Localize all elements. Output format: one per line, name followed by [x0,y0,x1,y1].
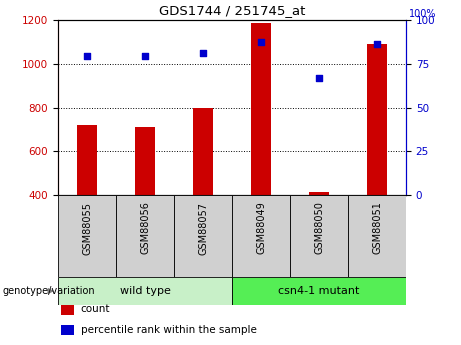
Point [257,39,265,45]
Bar [232,195,290,277]
Text: GSM88049: GSM88049 [256,201,266,254]
Text: GSM88050: GSM88050 [314,201,324,254]
Bar [61,325,74,335]
Text: 100%: 100% [409,9,436,19]
Text: GSM88056: GSM88056 [140,201,150,254]
Text: genotype/variation: genotype/variation [2,286,95,296]
Text: GSM88057: GSM88057 [198,201,208,255]
Text: wild type: wild type [119,286,171,296]
Bar [193,108,213,195]
Point [373,41,381,47]
Text: GSM88055: GSM88055 [82,201,92,255]
Bar [135,127,155,195]
Bar [58,195,116,277]
Title: GDS1744 / 251745_at: GDS1744 / 251745_at [159,4,305,18]
Text: count: count [81,304,110,314]
Bar [309,192,329,195]
Bar [77,125,97,195]
Bar [290,195,348,277]
Bar [232,277,406,305]
Bar [348,195,406,277]
Text: csn4-1 mutant: csn4-1 mutant [278,286,360,296]
Point [142,53,149,59]
Point [315,75,323,81]
Bar [116,195,174,277]
Bar [58,277,232,305]
Bar [61,304,74,315]
Bar [251,23,271,195]
Bar [174,195,232,277]
Bar [367,44,387,195]
Point [199,51,207,56]
Point [83,53,91,59]
Text: GSM88051: GSM88051 [372,201,382,254]
Text: percentile rank within the sample: percentile rank within the sample [81,325,256,335]
